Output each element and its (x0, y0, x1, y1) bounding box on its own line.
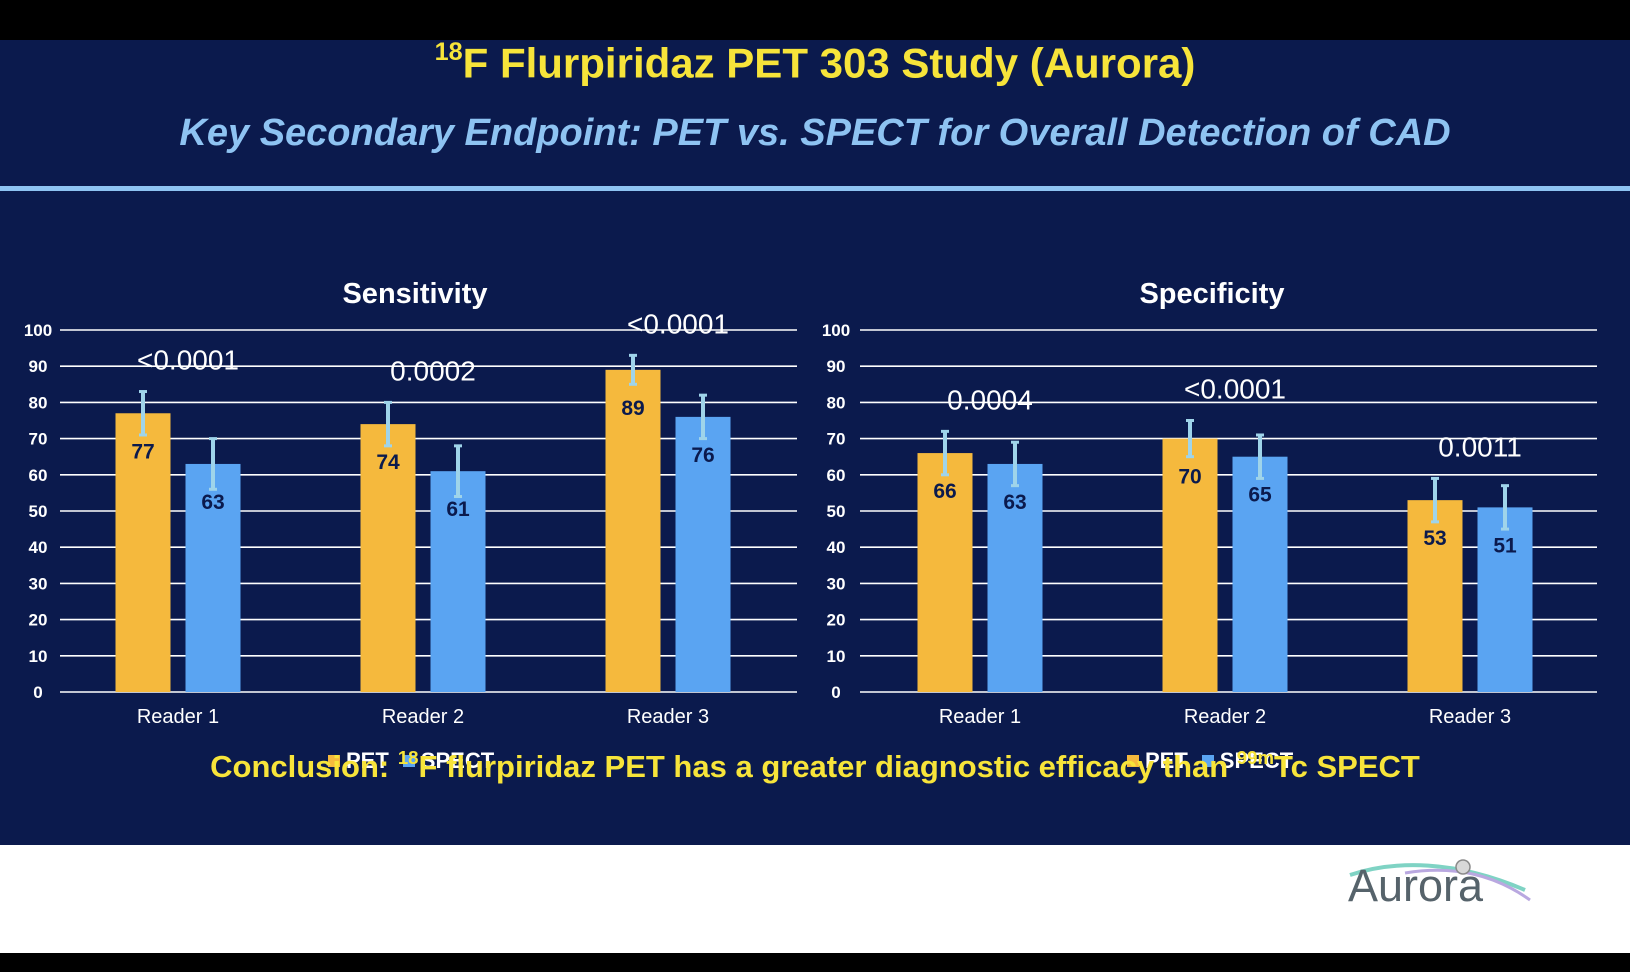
chart-title: Specificity (1139, 278, 1284, 310)
legend-label-pet: PET (346, 748, 389, 773)
y-tick-label: 20 (827, 611, 846, 630)
bar-spect (1477, 507, 1533, 692)
conclusion-sup-18: 18 (397, 747, 419, 768)
bar-pet (1407, 500, 1463, 692)
y-tick-label: 0 (33, 683, 42, 702)
logo-swoosh-green (1349, 863, 1526, 892)
bar-pet (115, 413, 171, 692)
legend-swatch-spect (402, 755, 415, 767)
p-value-label: <0.0001 (1184, 374, 1286, 405)
p-value-label: <0.0001 (137, 345, 239, 376)
y-tick-label: 100 (24, 321, 52, 340)
bar-pet (1162, 438, 1218, 692)
y-tick-label: 80 (29, 393, 48, 412)
y-tick-label: 20 (29, 611, 48, 630)
conclusion-prefix: Conclusion: (210, 749, 398, 785)
y-tick-label: 30 (827, 574, 846, 593)
y-tick-label: 90 (827, 357, 846, 376)
data-label: 51 (1493, 534, 1517, 557)
slide-footer (0, 845, 1630, 953)
data-label: 76 (691, 444, 714, 467)
bar-spect (430, 471, 486, 692)
bar-spect (675, 416, 731, 692)
y-tick-label: 80 (827, 393, 846, 412)
data-label: 63 (201, 491, 224, 514)
title-divider (0, 186, 1630, 191)
y-tick-label: 60 (29, 466, 48, 485)
bar-spect (185, 463, 241, 692)
data-label: 66 (933, 480, 956, 503)
y-tick-label: 70 (827, 430, 846, 449)
y-tick-label: 10 (827, 647, 846, 666)
x-tick-label: Reader 3 (1429, 706, 1511, 728)
slide-title: 18F Flurpiridaz PET 303 Study (Aurora) (0, 38, 1630, 88)
bar-pet (360, 424, 416, 692)
slide-subtitle: Key Secondary Endpoint: PET vs. SPECT fo… (179, 112, 1451, 154)
legend-item-spect: SPECT (402, 748, 495, 774)
legend-label-spect: SPECT (1219, 748, 1294, 773)
y-tick-label: 10 (29, 647, 48, 666)
y-tick-label: 40 (827, 538, 846, 557)
data-label: 77 (131, 440, 154, 463)
x-tick-label: Reader 1 (137, 706, 219, 728)
data-label: 63 (1003, 491, 1026, 514)
x-tick-label: Reader 2 (1184, 706, 1266, 728)
p-value-label: 0.0011 (1438, 431, 1522, 462)
bottom-bar (0, 953, 1630, 972)
y-tick-label: 40 (29, 538, 48, 557)
legend-specificity: PET SPECT (1127, 748, 1293, 774)
chart-title: Sensitivity (342, 278, 487, 310)
logo-heart-icon (1455, 859, 1471, 875)
bar-pet (605, 369, 661, 692)
p-value-label: 0.0004 (947, 384, 1033, 415)
logo-swoosh-purple (1404, 868, 1531, 902)
bar-spect (987, 463, 1043, 692)
y-tick-label: 30 (29, 574, 48, 593)
title-superscript: 18 (434, 38, 463, 66)
bar-pet (917, 453, 973, 692)
x-tick-label: Reader 1 (939, 706, 1021, 728)
legend-item-pet: PET (1127, 748, 1188, 774)
x-tick-label: Reader 3 (627, 706, 709, 728)
legend-item-spect: SPECT (1201, 748, 1294, 774)
y-tick-label: 60 (827, 466, 846, 485)
conclusion-middle: F flurpiridaz PET has a greater diagnost… (418, 749, 1237, 785)
data-label: 74 (376, 451, 400, 474)
data-label: 89 (621, 397, 644, 420)
legend-sensitivity: PET SPECT (328, 748, 494, 774)
conclusion-text: Conclusion: 18F flurpiridaz PET has a gr… (0, 747, 1630, 785)
y-tick-label: 50 (29, 502, 48, 521)
y-tick-label: 0 (831, 683, 840, 702)
aurora-logo-text: Aurora (1348, 860, 1484, 911)
p-value-label: <0.0001 (627, 308, 729, 339)
y-tick-label: 50 (827, 502, 846, 521)
legend-swatch-pet (1127, 755, 1139, 767)
y-tick-label: 100 (822, 321, 850, 340)
data-label: 65 (1248, 484, 1272, 507)
title-text: F Flurpiridaz PET 303 Study (Aurora) (462, 39, 1196, 87)
legend-swatch-pet (328, 755, 340, 767)
data-label: 61 (446, 498, 470, 521)
legend-item-pet: PET (328, 748, 389, 774)
p-value-label: 0.0002 (390, 355, 476, 386)
slide-background (0, 40, 1630, 845)
logo-swoosh (1349, 859, 1531, 902)
data-label: 70 (1178, 466, 1201, 489)
legend-label-pet: PET (1145, 748, 1188, 773)
conclusion-end: Tc SPECT (1274, 749, 1420, 785)
y-tick-label: 70 (29, 430, 48, 449)
legend-label-spect: SPECT (420, 748, 495, 773)
y-tick-label: 90 (29, 357, 48, 376)
data-label: 53 (1423, 527, 1446, 550)
x-tick-label: Reader 2 (382, 706, 464, 728)
conclusion-sup-99m: 99m (1236, 747, 1275, 768)
bar-spect (1232, 456, 1288, 692)
legend-swatch-spect (1201, 755, 1214, 767)
